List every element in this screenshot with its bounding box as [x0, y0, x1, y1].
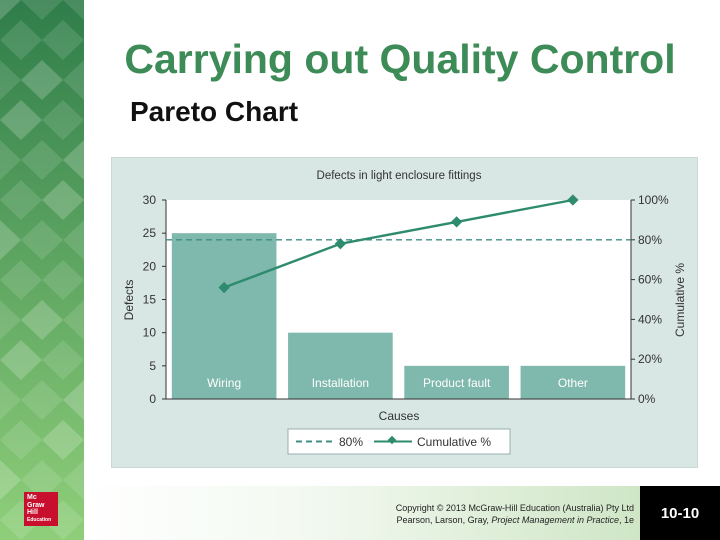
y2-axis-label: Cumulative % — [673, 263, 687, 337]
category-label: Other — [558, 376, 588, 390]
bar — [404, 365, 509, 399]
y-tick-label: 20 — [143, 259, 157, 273]
bar — [520, 365, 626, 399]
y-axis-label: Defects — [122, 280, 136, 321]
y2-tick-label: 100% — [638, 193, 669, 207]
legend-cumulative-label: Cumulative % — [417, 435, 491, 449]
slide-title: Carrying out Quality Control — [124, 36, 676, 82]
decorative-green-strip: Mc Graw Hill Education — [0, 0, 84, 540]
footer-band: Copyright © 2013 McGraw-Hill Education (… — [84, 486, 640, 540]
bar — [171, 233, 277, 399]
category-label: Wiring — [207, 376, 241, 390]
diamond-pattern — [0, 0, 84, 540]
y-tick-label: 15 — [143, 293, 157, 307]
bar — [288, 332, 393, 399]
category-label: Installation — [312, 376, 369, 390]
copyright-line-2: Pearson, Larson, Gray, Project Managemen… — [396, 515, 634, 525]
y2-tick-label: 60% — [638, 273, 662, 287]
pareto-chart-panel: Defects in light enclosure fittings Wiri… — [111, 157, 698, 468]
copyright-notice: Copyright © 2013 McGraw-Hill Education (… — [396, 502, 634, 526]
mcgraw-hill-logo: Mc Graw Hill Education — [24, 492, 58, 526]
category-label: Product fault — [423, 376, 491, 390]
legend-reference-label: 80% — [339, 435, 363, 449]
y2-tick-label: 40% — [638, 312, 662, 326]
page-number: 10-10 — [640, 486, 720, 540]
y2-tick-label: 80% — [638, 233, 662, 247]
chart-title: Defects in light enclosure fittings — [317, 170, 482, 182]
slide-subtitle: Pareto Chart — [130, 96, 299, 127]
y2-tick-label: 0% — [638, 392, 656, 406]
y2-tick-label: 20% — [638, 352, 662, 366]
y-tick-label: 30 — [143, 193, 157, 207]
y-tick-label: 5 — [149, 359, 156, 373]
y-tick-label: 10 — [143, 326, 157, 340]
y-tick-label: 25 — [143, 226, 157, 240]
chart-legend: 80% Cumulative % — [287, 428, 511, 455]
cumulative-line — [223, 198, 574, 289]
x-axis-label: Causes — [379, 409, 420, 423]
y-tick-label: 0 — [149, 392, 156, 406]
copyright-line-1: Copyright © 2013 McGraw-Hill Education (… — [395, 503, 634, 513]
pareto-chart: Defects in light enclosure fittings Wiri… — [122, 170, 687, 455]
legend-cumulative-marker — [387, 435, 397, 445]
